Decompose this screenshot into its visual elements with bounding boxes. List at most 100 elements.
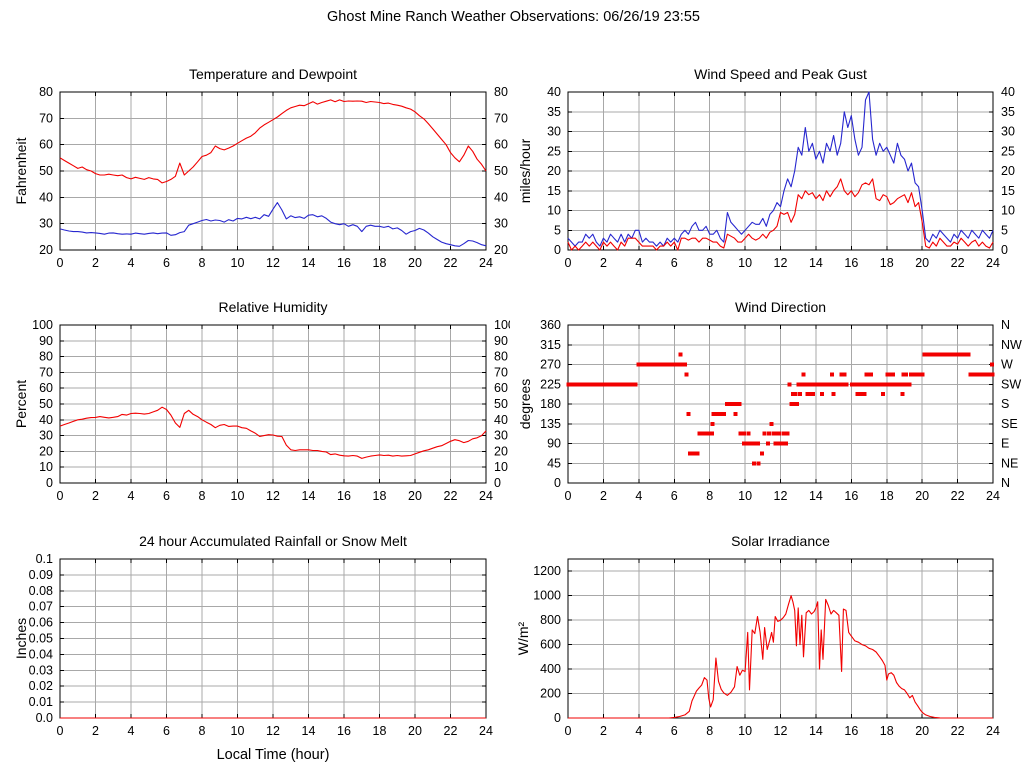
- xtick-label: 2: [92, 489, 99, 503]
- xtick-label: 20: [915, 489, 929, 503]
- chart-title: 24 hour Accumulated Rainfall or Snow Mel…: [139, 533, 407, 549]
- ytick-label: 0.02: [29, 679, 53, 693]
- xtick-label: 10: [738, 724, 752, 738]
- direction-point: [900, 392, 905, 397]
- xtick-label: 4: [635, 724, 642, 738]
- direction-point: [885, 372, 890, 377]
- direction-point: [774, 431, 779, 436]
- direction-run: [849, 382, 898, 387]
- xtick-label: 24: [479, 724, 493, 738]
- xtick-label: 0: [565, 489, 572, 503]
- direction-point: [990, 362, 995, 367]
- ytick-label-right: 10: [1001, 204, 1015, 218]
- ytick-label: 200: [540, 687, 561, 701]
- xtick-label: 18: [373, 489, 387, 503]
- xtick-label: 14: [809, 489, 823, 503]
- xtick-label: 18: [373, 724, 387, 738]
- ytick-label: 400: [540, 662, 561, 676]
- plot-accumulated-rainfall: 0.0 0.01 0.02 0.03 0.040.05 0.06 0.07 0.08 0.09 0…: [13, 533, 493, 763]
- xtick-label: 12: [266, 489, 280, 503]
- xtick-label: 2: [600, 724, 607, 738]
- direction-run: [741, 441, 760, 446]
- direction-point: [742, 431, 747, 436]
- ytick-label: 90: [39, 334, 53, 348]
- direction-point: [890, 372, 895, 377]
- xtick-label: 24: [986, 256, 1000, 270]
- xtick-label: 8: [199, 724, 206, 738]
- ytick-label: 40: [547, 85, 561, 99]
- direction-point: [864, 372, 869, 377]
- ytick-label: 50: [39, 397, 53, 411]
- ytick-label-right: W: [1001, 358, 1013, 372]
- ytick-label-right: 50: [494, 164, 508, 178]
- direction-point: [746, 431, 751, 436]
- xtick-label: 6: [163, 724, 170, 738]
- series-humidity: [59, 406, 487, 459]
- xtick-label: 24: [479, 256, 493, 270]
- ytick-label: 0.09: [29, 568, 53, 582]
- ytick-label-right: 5: [1001, 223, 1008, 237]
- ytick-label-right: 90: [494, 334, 508, 348]
- direction-point: [771, 431, 776, 436]
- ytick-label-right: 60: [494, 138, 508, 152]
- xtick-label: 8: [706, 256, 713, 270]
- direction-point: [766, 441, 771, 446]
- xtick-label: 10: [231, 724, 245, 738]
- xtick-label: 16: [844, 256, 858, 270]
- direction-point: [793, 392, 798, 397]
- ytick-label: 10: [547, 204, 561, 218]
- xtick-label: 24: [986, 489, 1000, 503]
- ytick-label: 800: [540, 613, 561, 627]
- ytick-label: 0.01: [29, 695, 53, 709]
- xtick-label: 22: [951, 489, 965, 503]
- chart-temperature-dewpoint: 20 20 30 30 40 40 50 50 60 60 70 70 80 80 0 2 4 6 8 10 12 14 1…: [0, 56, 510, 288]
- direction-point: [733, 411, 738, 416]
- ytick-label: 0: [554, 243, 561, 257]
- xtick-label: 10: [231, 489, 245, 503]
- ytick-label-right: 40: [494, 413, 508, 427]
- direction-point: [769, 421, 774, 426]
- chart-rainfall-snowmelt: 0.0 0.01 0.02 0.03 0.04 0.05 0.06 0.07 0.08 0.09 0…: [0, 523, 510, 772]
- xtick-label: 0: [565, 256, 572, 270]
- chart-title: Wind Speed and Peak Gust: [694, 66, 867, 82]
- xtick-label: 0: [57, 724, 64, 738]
- ytick-label: 0: [554, 711, 561, 725]
- xtick-label: 2: [600, 256, 607, 270]
- ytick-label: 5: [554, 223, 561, 237]
- xtick-label: 0: [57, 489, 64, 503]
- direction-point: [790, 392, 795, 397]
- ytick-label: 270: [540, 358, 561, 372]
- ytick-label-right: E: [1001, 437, 1009, 451]
- ytick-label: 80: [39, 85, 53, 99]
- xtick-label: 10: [738, 256, 752, 270]
- ytick-label: 30: [39, 217, 53, 231]
- x-axis-label: Local Time (hour): [217, 747, 330, 763]
- direction-point: [859, 392, 864, 397]
- xtick-label: 16: [844, 489, 858, 503]
- direction-point: [839, 372, 844, 377]
- ytick-label-right: 20: [494, 444, 508, 458]
- ytick-label-right: N: [1001, 476, 1010, 490]
- direction-point: [777, 431, 782, 436]
- ytick-label: 35: [547, 105, 561, 119]
- direction-point: [759, 451, 764, 456]
- ytick-label: 0: [554, 476, 561, 490]
- direction-run: [922, 352, 971, 357]
- xtick-label: 8: [706, 489, 713, 503]
- ytick-label: 0.0: [36, 711, 53, 725]
- series-wind-speed: [567, 178, 994, 251]
- direction-point: [785, 431, 790, 436]
- direction-point: [682, 362, 687, 367]
- ytick-label: 180: [540, 397, 561, 411]
- ytick-label-right: 100: [494, 318, 510, 332]
- ytick-label-right: NW: [1001, 338, 1022, 352]
- xtick-label: 6: [671, 256, 678, 270]
- xtick-label: 16: [844, 724, 858, 738]
- ytick-label-right: N: [1001, 318, 1010, 332]
- ytick-label: 40: [39, 413, 53, 427]
- xtick-label: 2: [92, 256, 99, 270]
- direction-point: [766, 431, 771, 436]
- xtick-label: 18: [880, 489, 894, 503]
